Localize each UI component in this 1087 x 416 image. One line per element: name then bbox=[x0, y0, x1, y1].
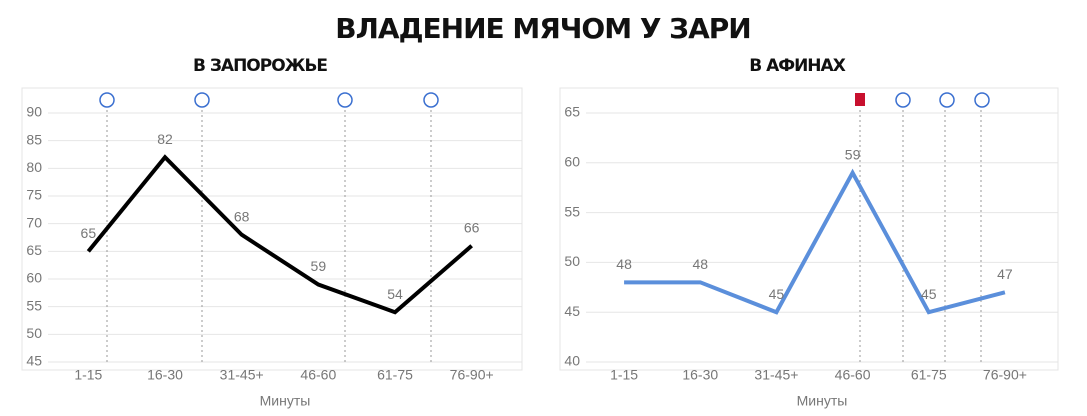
y-tick-label: 75 bbox=[26, 187, 42, 203]
x-tick-label: 1-15 bbox=[74, 367, 102, 383]
x-tick-label: 16-30 bbox=[147, 367, 183, 383]
goal-icon bbox=[939, 92, 955, 108]
chart-title: В ЗАПОРОЖЬЕ bbox=[193, 56, 327, 76]
data-label: 65 bbox=[81, 225, 97, 241]
x-tick-label: 1-15 bbox=[610, 367, 638, 383]
y-tick-label: 70 bbox=[26, 214, 42, 230]
y-tick-label: 85 bbox=[26, 131, 42, 147]
x-tick-label: 31-45+ bbox=[220, 367, 264, 383]
data-label: 82 bbox=[157, 131, 173, 147]
y-tick-label: 45 bbox=[564, 303, 580, 319]
y-tick-label: 55 bbox=[564, 203, 580, 219]
x-tick-label: 46-60 bbox=[300, 367, 336, 383]
data-label: 45 bbox=[769, 286, 785, 302]
goal-icon bbox=[423, 92, 439, 108]
y-tick-label: 60 bbox=[564, 154, 580, 170]
goal-icon bbox=[895, 92, 911, 108]
x-axis-title: Минуты bbox=[797, 393, 848, 409]
x-tick-label: 76-90+ bbox=[983, 367, 1027, 383]
data-label: 59 bbox=[311, 258, 327, 274]
data-label: 47 bbox=[997, 266, 1013, 282]
chart-title: В АФИНАХ bbox=[749, 56, 846, 76]
event-markers bbox=[99, 92, 990, 362]
y-tick-label: 50 bbox=[564, 253, 580, 269]
y-tick-label: 55 bbox=[26, 297, 42, 313]
line-series bbox=[86, 154, 473, 315]
plot-frame bbox=[21, 87, 523, 371]
data-label: 54 bbox=[387, 286, 403, 302]
data-label: 48 bbox=[616, 256, 632, 272]
y-tick-label: 60 bbox=[26, 270, 42, 286]
y-tick-label: 45 bbox=[26, 353, 42, 369]
x-tick-label: 46-60 bbox=[835, 367, 871, 383]
y-tick-label: 65 bbox=[26, 242, 42, 258]
y-tick-label: 50 bbox=[26, 325, 42, 341]
y-tick-label: 80 bbox=[26, 159, 42, 175]
data-label: 45 bbox=[921, 286, 937, 302]
y-tick-label: 65 bbox=[564, 104, 580, 120]
x-axis-title: Минуты bbox=[260, 393, 311, 409]
x-tick-label: 61-75 bbox=[911, 367, 947, 383]
x-tick-label: 76-90+ bbox=[450, 367, 494, 383]
data-label: 59 bbox=[845, 146, 861, 162]
goal-icon bbox=[194, 92, 210, 108]
y-tick-label: 40 bbox=[564, 353, 580, 369]
goal-icon bbox=[974, 92, 990, 108]
data-label: 66 bbox=[464, 220, 480, 236]
red-card-icon bbox=[855, 93, 865, 106]
x-tick-label: 61-75 bbox=[377, 367, 413, 383]
y-tick-label: 90 bbox=[26, 104, 42, 120]
x-tick-label: 16-30 bbox=[682, 367, 718, 383]
page-title: ВЛАДЕНИЕ МЯЧОМ У ЗАРИ bbox=[335, 12, 750, 45]
goal-icon bbox=[337, 92, 353, 108]
data-label: 48 bbox=[692, 256, 708, 272]
data-label: 68 bbox=[234, 208, 250, 224]
plot-frame bbox=[559, 87, 1059, 371]
line-series bbox=[624, 168, 1006, 315]
goal-icon bbox=[99, 92, 115, 108]
x-tick-label: 31-45+ bbox=[754, 367, 798, 383]
